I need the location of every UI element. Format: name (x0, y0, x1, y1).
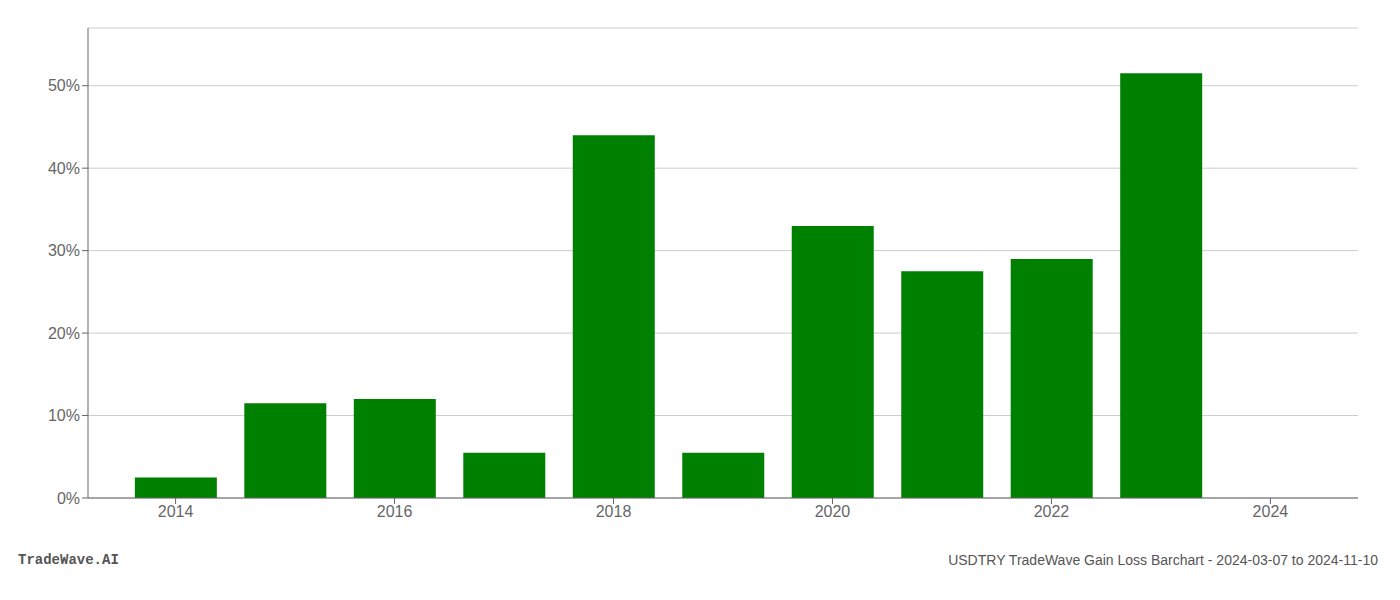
svg-text:10%: 10% (48, 407, 80, 424)
svg-text:30%: 30% (48, 242, 80, 259)
html-text:TradeWave.AI: TradeWave.AI (18, 552, 119, 568)
html-text:USDTRY TradeWave Gain Loss Bar: USDTRY TradeWave Gain Loss Barchart - 20… (948, 552, 1378, 568)
svg-text:20%: 20% (48, 325, 80, 342)
svg-text:50%: 50% (48, 77, 80, 94)
svg-text:2016: 2016 (377, 503, 413, 520)
svg-text:2024: 2024 (1253, 503, 1289, 520)
svg-text:2018: 2018 (596, 503, 632, 520)
svg-text:2014: 2014 (158, 503, 194, 520)
svg-text:0%: 0% (57, 490, 80, 507)
svg-text:2022: 2022 (1034, 503, 1070, 520)
svg-text:2020: 2020 (815, 503, 851, 520)
svg-text:40%: 40% (48, 160, 80, 177)
